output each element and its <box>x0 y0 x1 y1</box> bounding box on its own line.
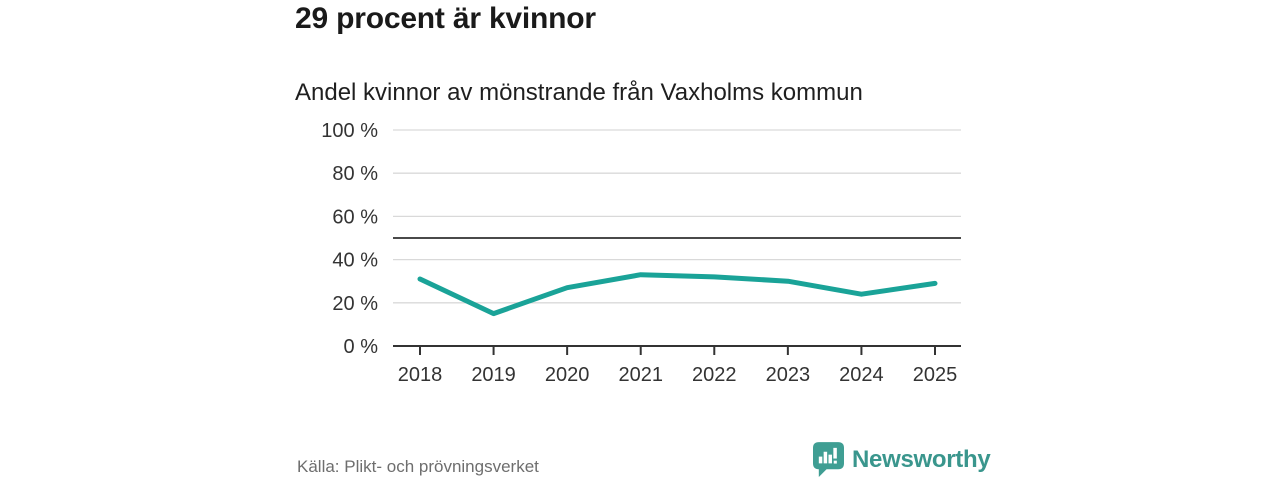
data-line-andel-kvinnor <box>417 272 938 317</box>
x-tick-label: 2019 <box>471 364 516 386</box>
x-tick-label: 2024 <box>839 364 884 386</box>
x-tick-label: 2023 <box>766 364 811 386</box>
x-tick-label: 2025 <box>913 364 958 386</box>
bar-chart-speech-bubble-icon <box>813 442 844 477</box>
y-tick-label: 80 % <box>332 163 378 185</box>
x-tick-label: 2021 <box>618 364 663 386</box>
brand-wordmark: Newsworthy <box>852 445 991 473</box>
x-tick-label: 2018 <box>398 364 443 386</box>
x-tick-label: 2022 <box>692 364 737 386</box>
y-tick-label: 100 % <box>321 120 378 142</box>
source-caption: Källa: Plikt- och prövningsverket <box>297 457 539 476</box>
page-title: 29 procent är kvinnor <box>295 2 596 35</box>
y-tick-label: 20 % <box>332 293 378 315</box>
y-tick-label: 60 % <box>332 206 378 228</box>
chart-subtitle: Andel kvinnor av mönstrande från Vaxholm… <box>295 79 863 106</box>
y-tick-label: 0 % <box>344 336 379 358</box>
newsworthy-logo: Newsworthy <box>813 442 991 477</box>
x-tick-label: 2020 <box>545 364 590 386</box>
y-tick-label: 40 % <box>332 250 378 272</box>
